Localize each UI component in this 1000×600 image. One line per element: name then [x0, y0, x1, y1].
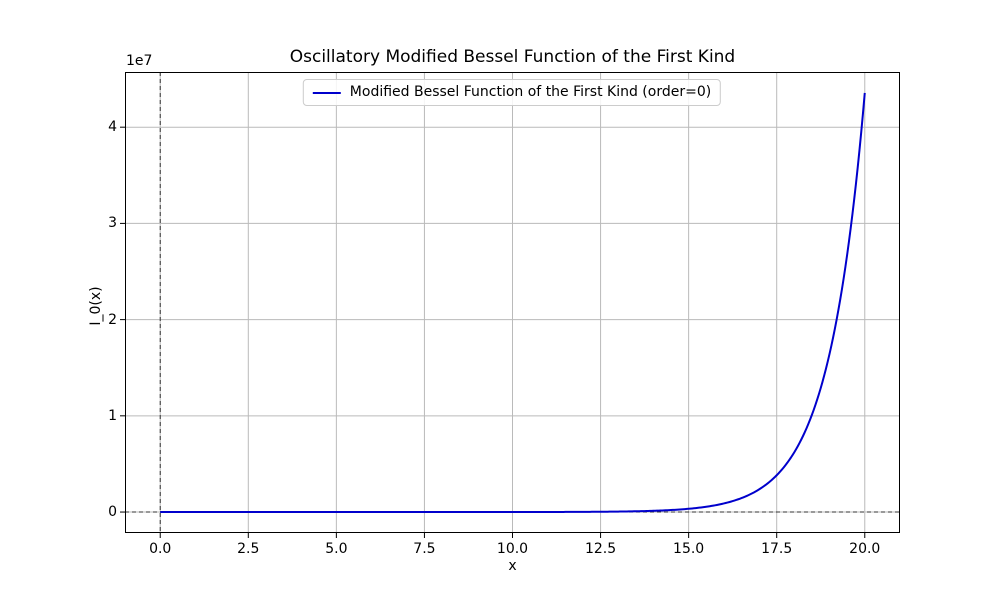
x-tick-label: 12.5	[584, 541, 617, 557]
legend-label: Modified Bessel Function of the First Ki…	[349, 84, 712, 100]
y-tick-label: 2	[108, 311, 117, 328]
legend-line-sample	[312, 91, 341, 94]
x-tick-label: 20.0	[849, 541, 881, 557]
y-tick-label: 1	[108, 407, 117, 424]
x-tick-label: 17.5	[761, 541, 793, 557]
x-axis-label: x	[508, 558, 517, 574]
bessel-curve	[160, 92, 866, 514]
x-tick-label: 10.0	[496, 541, 529, 557]
x-tick-label: 5.0	[325, 541, 348, 557]
x-tick-label: 7.5	[413, 541, 436, 557]
y-tick-label: 4	[108, 119, 117, 136]
chart-title: Oscillatory Modified Bessel Function of …	[289, 47, 736, 67]
y-tick-label: 0	[108, 504, 117, 521]
legend: Modified Bessel Function of the First Ki…	[302, 79, 722, 106]
x-tick-label: 15.0	[673, 541, 705, 557]
plot-area	[120, 72, 900, 538]
y-tick-label: 3	[108, 215, 117, 232]
y-axis-offset-label: 1e7	[126, 53, 153, 69]
x-tick-label: 2.5	[237, 541, 260, 557]
axes-spines	[125, 72, 900, 533]
x-tick-label: 0.0	[149, 541, 172, 557]
